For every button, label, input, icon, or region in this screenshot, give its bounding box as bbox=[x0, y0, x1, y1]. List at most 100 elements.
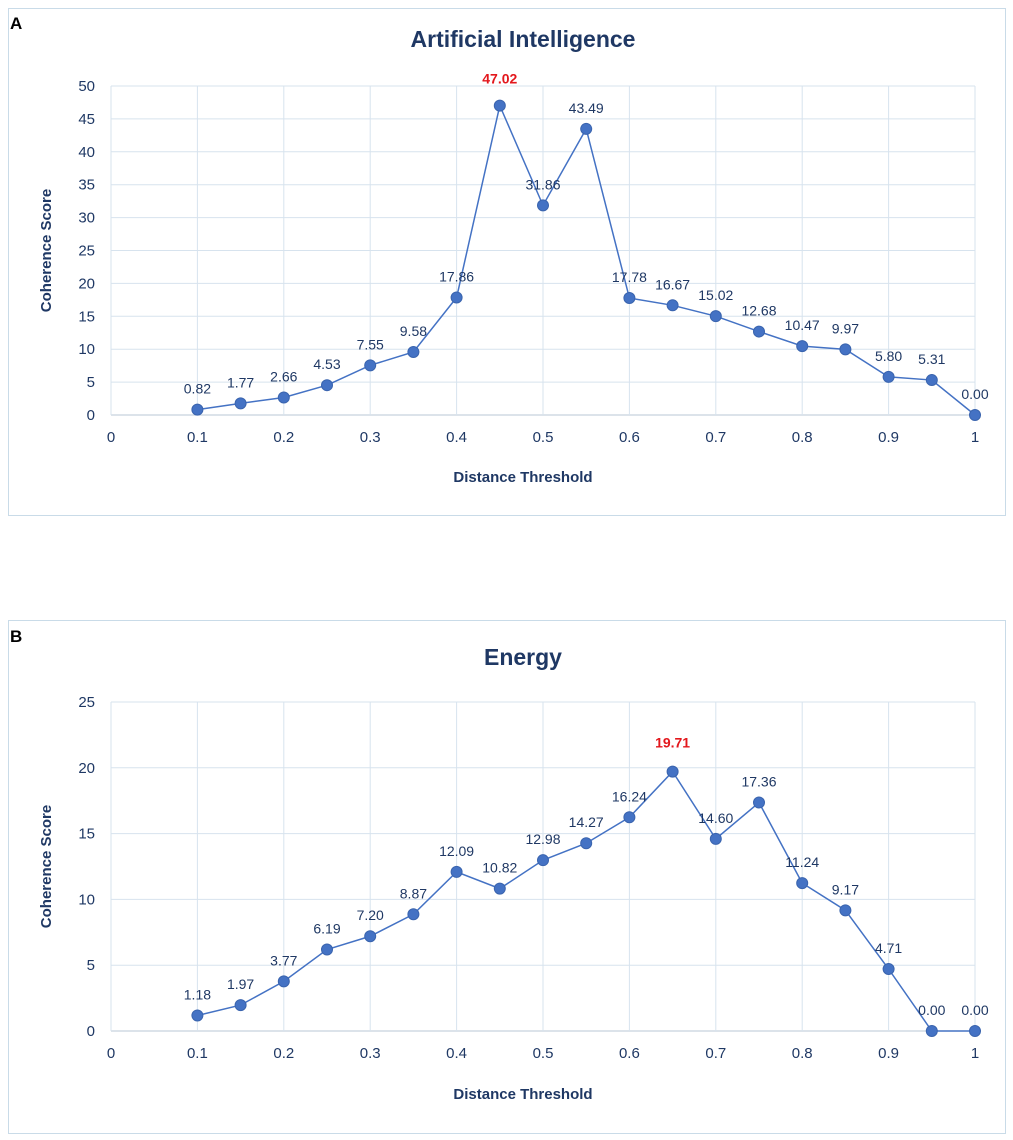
data-point bbox=[321, 379, 333, 392]
data-point bbox=[234, 999, 247, 1012]
x-tick-label: 0 bbox=[107, 1045, 115, 1062]
data-point bbox=[709, 310, 722, 323]
data-point bbox=[191, 403, 204, 416]
data-label: 1.97 bbox=[227, 976, 254, 992]
chart-b: Energy 0 5 10 15 20 25 0 0.1 0.2 0.3 0.4 0.5 0.6 0.7 0.… bbox=[38, 644, 989, 1103]
x-tick-label: 0.1 bbox=[187, 1045, 208, 1062]
y-tick-label: 10 bbox=[78, 341, 95, 358]
data-point bbox=[839, 904, 852, 917]
data-label: 2.66 bbox=[270, 368, 297, 384]
data-point bbox=[580, 837, 593, 850]
data-label: 7.20 bbox=[357, 907, 384, 923]
panel-label-a: A bbox=[10, 14, 23, 33]
data-point bbox=[882, 963, 895, 976]
data-point bbox=[277, 975, 290, 988]
data-label: 5.31 bbox=[918, 351, 945, 367]
data-label: 12.68 bbox=[741, 303, 776, 319]
data-point bbox=[321, 943, 333, 956]
y-tick-label: 25 bbox=[78, 694, 95, 711]
data-label: 6.19 bbox=[313, 921, 340, 937]
x-tick-label: 0.5 bbox=[533, 429, 554, 446]
data-label: 43.49 bbox=[569, 100, 604, 116]
x-tick-label: 0.8 bbox=[792, 1045, 813, 1062]
x-tick-label: 0.6 bbox=[619, 1045, 640, 1062]
y-tick-label: 10 bbox=[78, 891, 95, 908]
x-tick-label: 0.4 bbox=[446, 429, 467, 446]
data-point bbox=[537, 854, 549, 867]
x-tick-label: 1 bbox=[971, 429, 979, 446]
data-label: 17.78 bbox=[612, 269, 647, 285]
data-point bbox=[623, 811, 636, 824]
y-tick-label: 20 bbox=[78, 275, 95, 292]
x-tick-label: 0.7 bbox=[705, 429, 726, 446]
peak-data-label: 19.71 bbox=[655, 735, 690, 751]
data-label: 10.82 bbox=[482, 860, 517, 876]
data-point bbox=[969, 409, 981, 421]
y-tick-label: 45 bbox=[78, 111, 95, 128]
data-point bbox=[364, 930, 377, 943]
y-axis-title: Coherence Score bbox=[38, 189, 55, 312]
data-label: 9.17 bbox=[832, 881, 859, 897]
data-label: 14.27 bbox=[569, 814, 604, 830]
data-label: 4.71 bbox=[875, 940, 902, 956]
y-tick-label: 5 bbox=[87, 374, 95, 391]
chart-title: Artificial Intelligence bbox=[411, 26, 636, 52]
data-point bbox=[925, 374, 938, 387]
data-label: 12.98 bbox=[525, 831, 560, 847]
y-tick-label: 20 bbox=[78, 760, 95, 777]
y-tick-label: 25 bbox=[78, 243, 95, 260]
data-label: 7.55 bbox=[357, 336, 384, 352]
data-point bbox=[580, 122, 593, 135]
y-tick-label: 40 bbox=[78, 144, 95, 161]
data-label: 16.24 bbox=[612, 788, 647, 804]
data-label: 31.86 bbox=[525, 176, 560, 192]
x-axis-title: Distance Threshold bbox=[453, 1086, 592, 1103]
x-tick-label: 0.2 bbox=[273, 1045, 294, 1062]
data-point bbox=[666, 765, 679, 778]
data-label: 5.80 bbox=[875, 348, 902, 364]
data-label: 9.97 bbox=[832, 320, 859, 336]
x-tick-label: 0.9 bbox=[878, 1045, 899, 1062]
data-point bbox=[234, 397, 247, 410]
y-tick-label: 15 bbox=[78, 826, 95, 843]
chart-a: Artificial Intelligence 0 5 10 15 20 25 30 35 40 4… bbox=[38, 26, 989, 486]
y-axis-title: Coherence Score bbox=[38, 805, 55, 928]
data-label: 3.77 bbox=[270, 952, 297, 968]
data-point bbox=[796, 340, 809, 353]
data-point bbox=[191, 1009, 204, 1022]
data-label: 10.47 bbox=[785, 317, 820, 333]
data-point bbox=[623, 292, 636, 305]
data-label: 8.87 bbox=[400, 885, 427, 901]
y-tick-label: 15 bbox=[78, 308, 95, 325]
data-label: 17.36 bbox=[741, 774, 776, 790]
data-label: 0.00 bbox=[961, 1002, 988, 1018]
y-tick-label: 35 bbox=[78, 177, 95, 194]
data-point bbox=[969, 1025, 981, 1037]
panel-label-b: B bbox=[10, 627, 23, 646]
y-tick-label: 30 bbox=[78, 210, 95, 227]
x-tick-label: 0.3 bbox=[360, 429, 381, 446]
y-tick-label: 5 bbox=[87, 957, 95, 974]
data-point bbox=[753, 796, 765, 809]
data-label: 1.18 bbox=[184, 986, 211, 1002]
data-label: 14.60 bbox=[698, 810, 733, 826]
x-tick-label: 0.9 bbox=[878, 429, 899, 446]
data-point bbox=[277, 391, 290, 404]
data-label: 15.02 bbox=[698, 287, 733, 303]
x-tick-label: 0.7 bbox=[705, 1045, 726, 1062]
data-point bbox=[753, 325, 765, 338]
y-tick-label: 50 bbox=[78, 78, 95, 95]
x-tick-label: 1 bbox=[971, 1045, 979, 1062]
data-point bbox=[925, 1025, 938, 1037]
data-point bbox=[666, 299, 679, 312]
data-point bbox=[796, 877, 809, 890]
y-tick-label: 0 bbox=[87, 407, 95, 424]
x-tick-label: 0.1 bbox=[187, 429, 208, 446]
x-tick-label: 0.8 bbox=[792, 429, 813, 446]
data-label: 11.24 bbox=[785, 854, 819, 870]
data-label: 16.67 bbox=[655, 276, 690, 292]
data-point bbox=[493, 882, 506, 895]
data-label: 4.53 bbox=[313, 356, 340, 372]
data-point bbox=[882, 370, 895, 383]
data-label: 17.86 bbox=[439, 268, 474, 284]
